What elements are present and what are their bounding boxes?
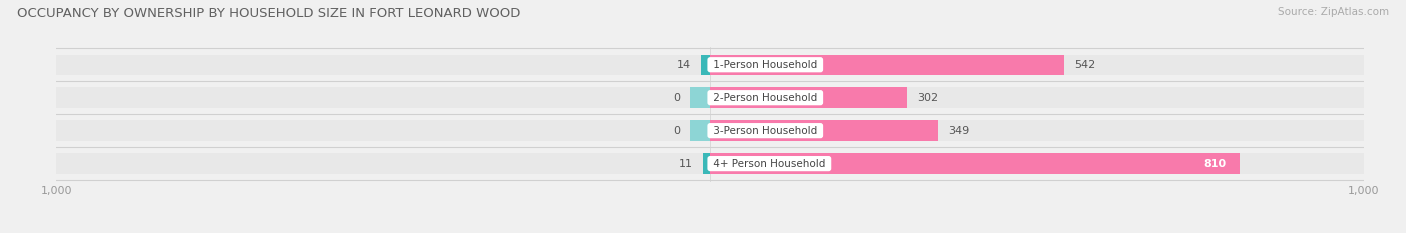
Legend: Owner-occupied, Renter-occupied: Owner-occupied, Renter-occupied [593,231,827,233]
Text: 302: 302 [917,93,938,103]
Text: 11: 11 [679,159,693,169]
Bar [710,120,938,141]
Text: Source: ZipAtlas.com: Source: ZipAtlas.com [1278,7,1389,17]
Bar [700,55,710,75]
Bar [710,87,907,108]
Bar [690,120,710,141]
Text: 0: 0 [673,126,681,136]
Text: 14: 14 [676,60,692,70]
Bar [690,87,710,108]
Bar [56,87,1364,108]
Text: 2-Person Household: 2-Person Household [710,93,821,103]
Bar [56,55,1364,75]
Text: 810: 810 [1204,159,1226,169]
Bar [56,153,1364,174]
Bar [710,153,1240,174]
Text: 542: 542 [1074,60,1095,70]
Bar [710,55,1064,75]
Text: 0: 0 [673,93,681,103]
Text: OCCUPANCY BY OWNERSHIP BY HOUSEHOLD SIZE IN FORT LEONARD WOOD: OCCUPANCY BY OWNERSHIP BY HOUSEHOLD SIZE… [17,7,520,20]
Text: 1-Person Household: 1-Person Household [710,60,821,70]
Bar [56,120,1364,141]
Text: 3-Person Household: 3-Person Household [710,126,821,136]
Text: 349: 349 [948,126,969,136]
Text: 4+ Person Household: 4+ Person Household [710,159,828,169]
Bar [703,153,710,174]
